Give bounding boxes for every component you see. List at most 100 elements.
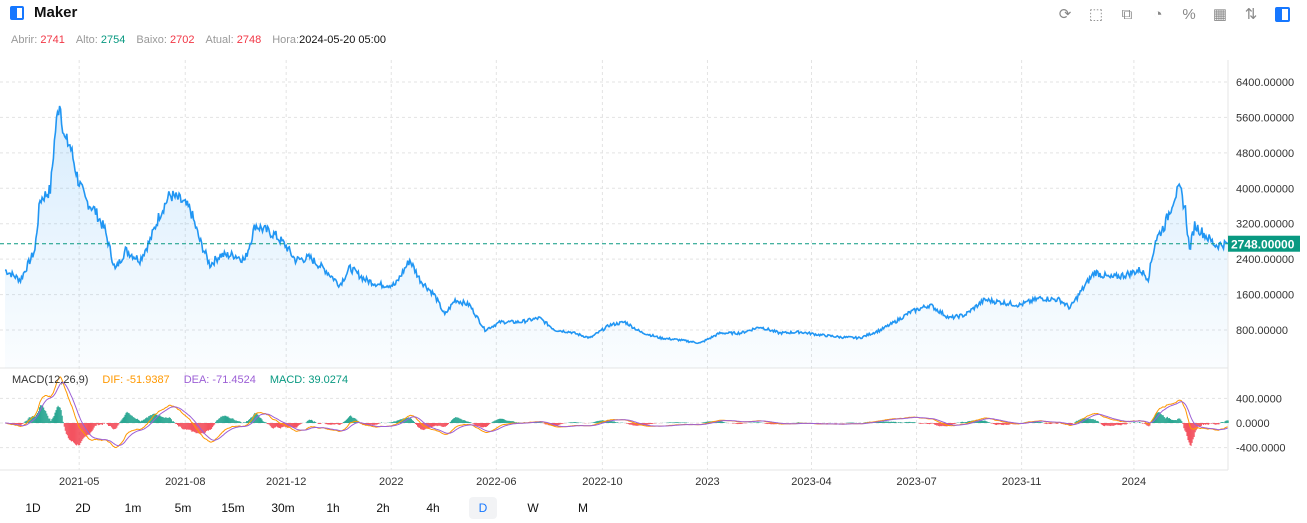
macd-bar bbox=[1037, 422, 1039, 423]
macd-bar bbox=[110, 423, 112, 427]
period-1m[interactable]: 1m bbox=[124, 501, 142, 515]
macd-bar bbox=[423, 423, 425, 431]
macd-bar bbox=[87, 423, 89, 435]
macd-bar bbox=[105, 423, 108, 424]
macd-name: MACD(12,26,9) bbox=[12, 374, 89, 386]
macd-bar bbox=[83, 423, 85, 438]
macd-bar bbox=[111, 423, 113, 428]
period-2D[interactable]: 2D bbox=[75, 501, 91, 515]
macd-bar bbox=[446, 423, 448, 426]
macd-dea: DEA: -71.4524 bbox=[183, 374, 256, 386]
period-1D[interactable]: 1D bbox=[25, 501, 41, 515]
macd-bar bbox=[572, 422, 574, 423]
period-15m[interactable]: 15m bbox=[221, 501, 245, 515]
macd-bar bbox=[996, 423, 998, 425]
macd-bar bbox=[990, 423, 992, 424]
macd-bar bbox=[1036, 422, 1038, 423]
drawing-icon[interactable]: ⬚ bbox=[1088, 6, 1104, 23]
macd-bar bbox=[984, 420, 986, 423]
period-W[interactable]: W bbox=[527, 501, 539, 515]
macd-bar bbox=[293, 423, 295, 428]
indicator-icon[interactable]: ⧉ bbox=[1121, 5, 1133, 23]
macd-bar bbox=[219, 418, 221, 423]
macd-bar bbox=[995, 423, 997, 426]
period-M[interactable]: M bbox=[578, 501, 588, 515]
macd-bar bbox=[472, 423, 474, 424]
macd-bar bbox=[1120, 423, 1122, 426]
period-1h[interactable]: 1h bbox=[326, 501, 340, 515]
current-value: 2748 bbox=[236, 34, 262, 46]
macd-bar bbox=[218, 418, 220, 423]
macd-bar bbox=[18, 423, 20, 425]
macd-bar bbox=[398, 420, 400, 423]
macd-bar bbox=[474, 423, 476, 426]
macd-bar bbox=[1132, 422, 1134, 423]
macd-bar bbox=[577, 422, 579, 423]
x-tick-label: 2023-04 bbox=[791, 476, 831, 488]
macd-bar bbox=[196, 423, 198, 434]
period-2h[interactable]: 2h bbox=[376, 501, 390, 515]
period-30m[interactable]: 30m bbox=[271, 501, 295, 515]
macd-bar bbox=[156, 414, 158, 423]
macd-bar bbox=[560, 423, 562, 425]
period-4h[interactable]: 4h bbox=[426, 501, 440, 515]
panel-toggle-icon[interactable] bbox=[1271, 3, 1293, 25]
x-tick-label: 2021-12 bbox=[266, 476, 306, 488]
macd-bar bbox=[558, 423, 560, 426]
sort-icon[interactable]: ⇅ bbox=[1244, 6, 1258, 23]
percent-icon[interactable]: % bbox=[1182, 5, 1196, 23]
macd-bar bbox=[1096, 420, 1098, 423]
macd-bar bbox=[973, 420, 975, 423]
macd-bar bbox=[329, 423, 331, 425]
macd-bar bbox=[463, 419, 465, 423]
macd-bar bbox=[1008, 423, 1010, 425]
macd-bar bbox=[492, 421, 494, 423]
period-5m[interactable]: 5m bbox=[174, 501, 192, 515]
macd-bar bbox=[41, 405, 43, 423]
macd-bar bbox=[1185, 423, 1187, 433]
macd-bar bbox=[986, 421, 988, 423]
macd-bar bbox=[468, 422, 470, 423]
macd-bar bbox=[349, 416, 351, 423]
macd-bar bbox=[277, 423, 280, 428]
macd-bar bbox=[169, 417, 171, 423]
macd-bar bbox=[215, 421, 217, 423]
macd-bar bbox=[950, 423, 952, 425]
macd-bar bbox=[249, 419, 251, 423]
macd-bar bbox=[1213, 423, 1215, 425]
macd-bar bbox=[559, 423, 561, 425]
macd-bar bbox=[419, 423, 421, 428]
macd-bar bbox=[175, 423, 178, 425]
layout-icon[interactable]: ▦ bbox=[1212, 6, 1228, 23]
macd-bar bbox=[478, 423, 480, 427]
refresh-icon[interactable]: ⟳ bbox=[1058, 6, 1072, 23]
macd-bar bbox=[442, 423, 444, 427]
macd-bar bbox=[595, 421, 597, 423]
macd-bar bbox=[960, 421, 962, 423]
macd-bar bbox=[1033, 422, 1036, 423]
macd-bar bbox=[335, 423, 337, 425]
macd-bar bbox=[163, 417, 165, 423]
chart-type-icon[interactable]: ◔ bbox=[1153, 5, 1163, 23]
period-D[interactable]: D bbox=[469, 497, 497, 519]
macd-bar bbox=[925, 423, 927, 424]
macd-bar bbox=[171, 421, 173, 423]
macd-bar bbox=[437, 423, 439, 426]
macd-bar bbox=[631, 423, 633, 425]
macd-bar bbox=[912, 422, 914, 423]
macd-bar bbox=[650, 423, 652, 425]
panel-icon[interactable] bbox=[10, 5, 24, 20]
macd-bar bbox=[90, 423, 92, 433]
macd-bar bbox=[221, 416, 223, 423]
macd-bar bbox=[1086, 418, 1088, 423]
macd-bar bbox=[892, 421, 894, 423]
macd-bar bbox=[265, 422, 267, 423]
macd-bar bbox=[752, 422, 754, 423]
macd-bar bbox=[1193, 423, 1195, 437]
macd-bar bbox=[480, 423, 482, 428]
macd-bar bbox=[62, 421, 64, 423]
macd-bar bbox=[495, 420, 497, 423]
macd-bar bbox=[1084, 418, 1086, 423]
macd-bar bbox=[56, 407, 58, 423]
